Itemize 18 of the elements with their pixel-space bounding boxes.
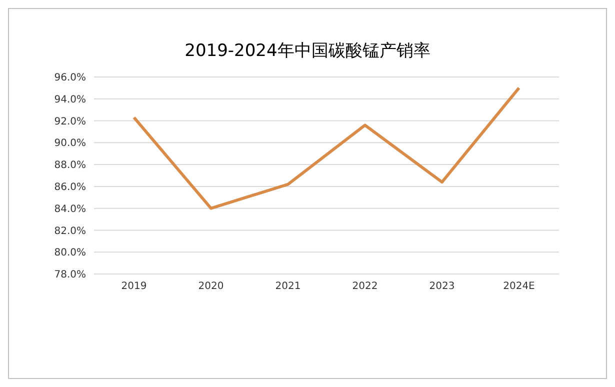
y-tick-label: 82.0% xyxy=(54,226,86,237)
y-tick-label: 86.0% xyxy=(54,182,86,193)
y-tick-label: 88.0% xyxy=(54,160,86,172)
y-tick-label: 90.0% xyxy=(54,138,86,150)
chart-title: 2019-2024年中国碳酸锰产销率 xyxy=(184,40,432,62)
y-tick-label: 84.0% xyxy=(54,204,86,215)
x-tick-label: 2019 xyxy=(121,281,147,292)
y-tick-label: 96.0% xyxy=(54,72,86,84)
x-tick-label: 2020 xyxy=(198,281,224,292)
x-tick-label: 2023 xyxy=(429,281,455,292)
y-tick-label: 92.0% xyxy=(54,116,86,128)
x-tick-label: 2022 xyxy=(352,281,378,292)
x-tick-label: 2024E xyxy=(503,281,535,292)
y-tick-label: 94.0% xyxy=(54,94,86,106)
y-tick-label: 78.0% xyxy=(54,270,86,281)
line-series xyxy=(132,86,520,210)
x-tick-label: 2021 xyxy=(275,281,301,292)
y-tick-label: 80.0% xyxy=(54,248,86,259)
